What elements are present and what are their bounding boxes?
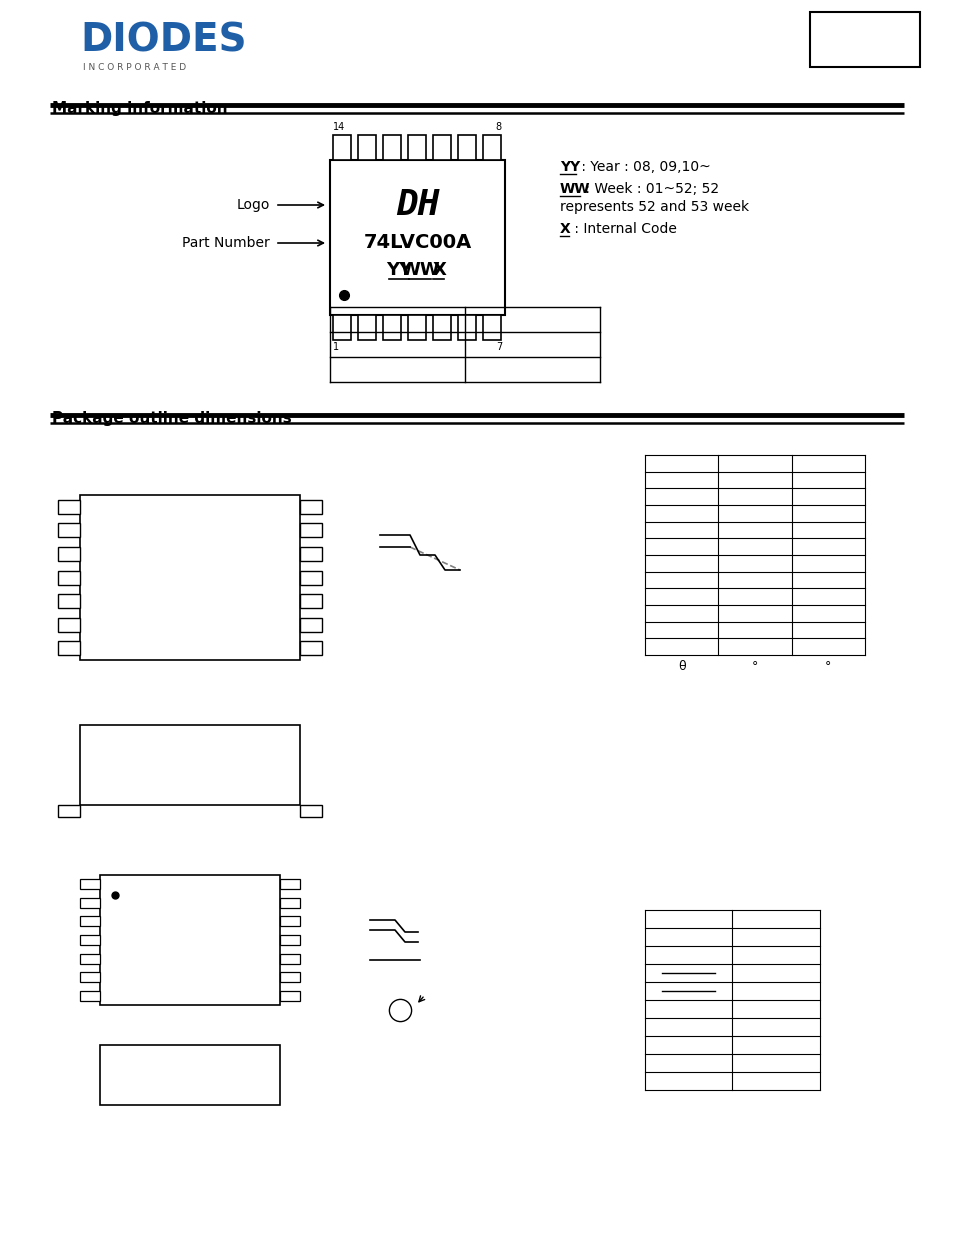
Bar (299, 805, 322, 818)
Bar (80, 990, 100, 1000)
Bar (280, 953, 299, 963)
Bar (58, 641, 80, 656)
Bar (80, 953, 100, 963)
Text: 74LVC00A: 74LVC00A (363, 233, 471, 252)
Text: 7: 7 (496, 342, 501, 352)
Bar (80, 935, 100, 945)
Text: YY: YY (386, 261, 413, 279)
Bar (80, 898, 100, 908)
Text: WW: WW (400, 261, 440, 279)
Bar (809, 12, 919, 67)
Text: 8: 8 (496, 122, 501, 132)
Bar (483, 135, 501, 161)
Text: Marking information: Marking information (52, 101, 228, 116)
Text: DH: DH (395, 188, 438, 222)
Bar (280, 916, 299, 926)
Bar (299, 571, 322, 584)
Text: X: X (432, 261, 446, 279)
Bar (483, 315, 501, 340)
Text: YY: YY (559, 161, 579, 174)
Text: represents 52 and 53 week: represents 52 and 53 week (559, 200, 748, 214)
Bar (80, 972, 100, 982)
Bar (58, 618, 80, 631)
Bar (299, 524, 322, 537)
Bar (358, 135, 376, 161)
Text: °: ° (824, 659, 831, 673)
Bar (58, 500, 80, 514)
Text: : Internal Code: : Internal Code (569, 222, 677, 236)
Bar (433, 315, 451, 340)
Text: °: ° (751, 659, 758, 673)
Bar (100, 1045, 280, 1105)
Bar (280, 879, 299, 889)
Text: I N C O R P O R A T E D: I N C O R P O R A T E D (83, 63, 186, 72)
Text: 14: 14 (333, 122, 345, 132)
Bar (299, 500, 322, 514)
Bar (458, 135, 476, 161)
Bar (80, 495, 299, 659)
Bar (299, 547, 322, 561)
Bar (383, 135, 401, 161)
Bar (358, 315, 376, 340)
Bar (299, 618, 322, 631)
Text: Part Number: Part Number (182, 236, 270, 249)
Bar (433, 135, 451, 161)
Text: θ: θ (678, 659, 685, 673)
Bar (299, 594, 322, 608)
Bar (80, 725, 299, 805)
Bar (334, 135, 351, 161)
Bar (280, 990, 299, 1000)
Bar (280, 898, 299, 908)
Bar (334, 315, 351, 340)
Text: Package outline dimensions: Package outline dimensions (52, 411, 292, 426)
Text: DIODES: DIODES (80, 22, 247, 61)
Bar (80, 916, 100, 926)
Text: : Week : 01~52; 52: : Week : 01~52; 52 (580, 182, 719, 196)
Bar (458, 315, 476, 340)
Bar (408, 135, 426, 161)
Bar (58, 524, 80, 537)
Bar (58, 594, 80, 608)
Bar (280, 972, 299, 982)
Bar (58, 547, 80, 561)
Bar (58, 805, 80, 818)
Bar (383, 315, 401, 340)
Text: : Year : 08, 09,10~: : Year : 08, 09,10~ (577, 161, 710, 174)
Bar (408, 315, 426, 340)
Text: Logo: Logo (236, 198, 270, 212)
Bar (280, 935, 299, 945)
Bar (299, 641, 322, 656)
Text: WW: WW (559, 182, 590, 196)
Bar (58, 571, 80, 584)
Bar (100, 876, 280, 1005)
Bar (80, 879, 100, 889)
Bar (330, 161, 504, 315)
Text: 1: 1 (333, 342, 338, 352)
Text: X: X (559, 222, 570, 236)
